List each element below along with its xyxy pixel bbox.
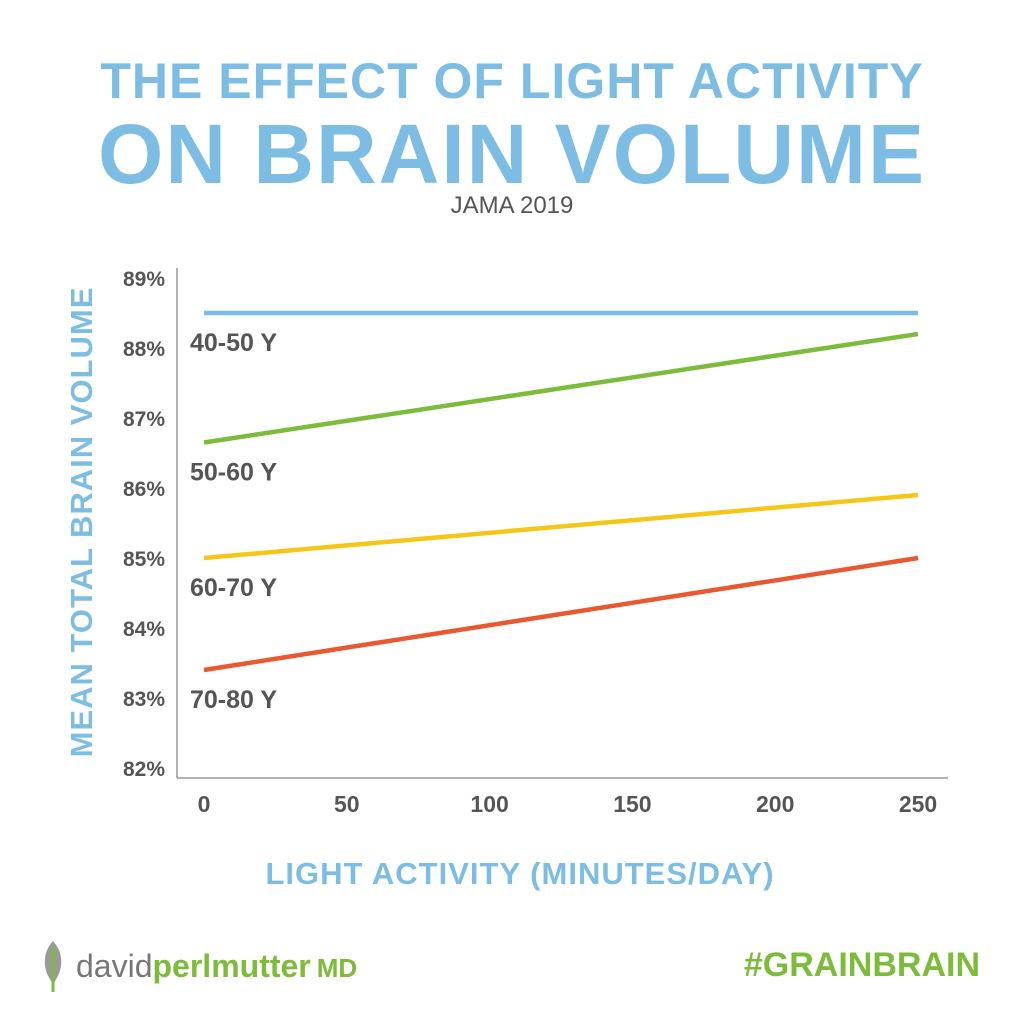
brand-name-last: perlmutter: [152, 948, 311, 984]
hashtag: #GRAINBRAIN: [743, 946, 980, 984]
leaf-icon: [44, 941, 62, 992]
brand-name-first: david: [76, 948, 153, 984]
y-tick-label: 86%: [123, 478, 165, 501]
x-tick-label: 50: [334, 791, 360, 817]
series-label: 70-80 Y: [190, 686, 277, 714]
y-tick-label: 87%: [123, 408, 165, 431]
x-tick-label: 100: [470, 791, 508, 817]
y-axis-label: MEAN TOTAL BRAIN VOLUME: [64, 287, 99, 758]
x-tick-label: 250: [899, 791, 937, 817]
series-label: 50-60 Y: [190, 459, 277, 487]
y-tick-label: 89%: [123, 268, 165, 291]
series-line: [203, 555, 919, 673]
series-label: 60-70 Y: [190, 574, 277, 602]
y-tick-label: 83%: [123, 688, 165, 711]
brand-logo: davidperlmutter MD: [38, 938, 357, 994]
x-tick-label: 0: [198, 791, 211, 817]
y-tick-label: 84%: [123, 618, 165, 641]
x-tick-label: 200: [756, 791, 794, 817]
series-line: [203, 331, 919, 445]
chart-title-line2: ON BRAIN VOLUME: [98, 107, 926, 201]
y-tick-label: 85%: [123, 548, 165, 571]
x-tick-label: 150: [613, 791, 651, 817]
y-tick-label: 82%: [123, 758, 165, 781]
series-line: [203, 492, 919, 561]
chart-title-line1: THE EFFECT OF LIGHT ACTIVITY: [100, 53, 924, 109]
x-axis-label: LIGHT ACTIVITY (MINUTES/DAY): [265, 856, 774, 891]
brand-suffix: MD: [316, 953, 358, 983]
chart-source: JAMA 2019: [450, 192, 574, 219]
y-tick-label: 88%: [123, 338, 165, 361]
series-label: 40-50 Y: [190, 329, 277, 357]
